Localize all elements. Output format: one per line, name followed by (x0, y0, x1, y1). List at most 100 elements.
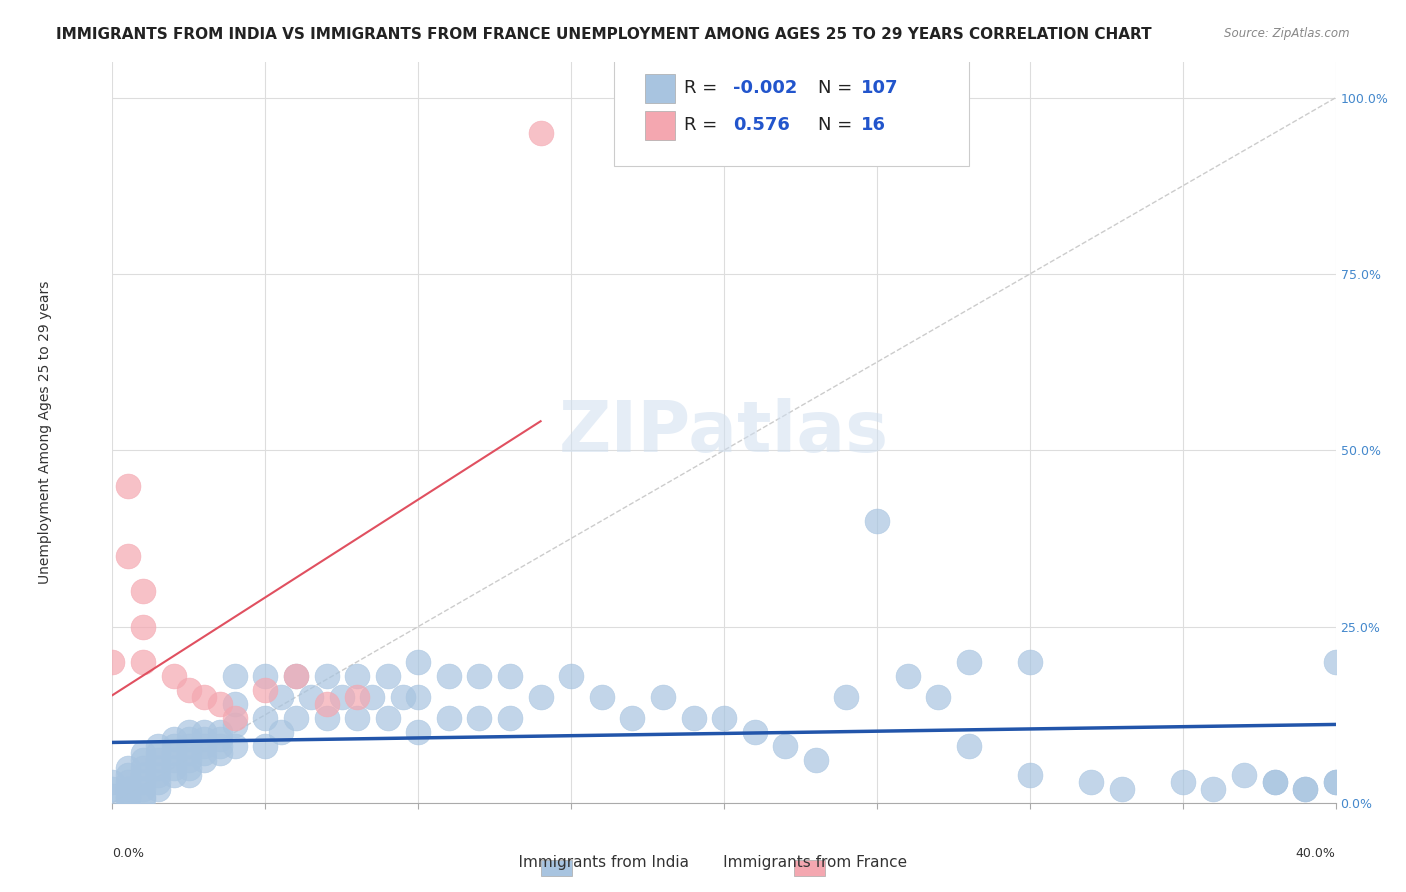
Point (254, 683, 277, 698)
Point (1233, 767, 1256, 781)
Point (193, 725, 215, 739)
Point (1111, 781, 1133, 796)
Point (270, 690, 292, 704)
Text: R =: R = (683, 116, 728, 135)
Point (284, 669, 308, 683)
Point (1018, 655, 1040, 669)
Point (132, 619, 155, 633)
Point (132, 584, 155, 599)
Point (957, 655, 980, 669)
Point (224, 669, 246, 683)
Point (208, 739, 231, 754)
FancyBboxPatch shape (614, 55, 969, 166)
Point (591, 690, 613, 704)
Text: IMMIGRANTS FROM INDIA VS IMMIGRANTS FROM FRANCE UNEMPLOYMENT AMONG AGES 25 TO 29: IMMIGRANTS FROM INDIA VS IMMIGRANTS FROM… (56, 27, 1152, 42)
Point (254, 669, 277, 683)
Point (835, 690, 858, 704)
Point (1294, 781, 1316, 796)
Point (437, 669, 460, 683)
Point (193, 739, 215, 754)
Point (117, 774, 139, 789)
Point (437, 711, 460, 725)
Point (117, 785, 139, 799)
Point (148, 739, 170, 754)
Point (530, 690, 553, 704)
Point (315, 697, 337, 711)
Point (193, 732, 215, 747)
Point (682, 711, 704, 725)
Text: -0.002: -0.002 (733, 79, 797, 97)
Point (1324, 655, 1347, 669)
Point (163, 754, 186, 768)
Point (148, 754, 170, 768)
Point (101, 655, 124, 669)
Point (132, 781, 155, 796)
Point (163, 767, 186, 781)
Point (148, 767, 170, 781)
Point (315, 669, 337, 683)
Point (377, 711, 399, 725)
Point (208, 732, 231, 747)
Point (1294, 781, 1316, 796)
Point (377, 669, 399, 683)
Point (208, 747, 231, 761)
Point (299, 690, 322, 704)
Text: Unemployment Among Ages 25 to 29 years: Unemployment Among Ages 25 to 29 years (38, 281, 52, 584)
Point (117, 781, 139, 796)
Point (927, 690, 949, 704)
Point (132, 767, 155, 781)
FancyBboxPatch shape (644, 111, 675, 140)
Point (193, 690, 215, 704)
Point (193, 754, 215, 768)
Point (652, 690, 675, 704)
Point (1324, 774, 1347, 789)
Point (132, 655, 155, 669)
Point (148, 760, 170, 774)
Point (408, 655, 430, 669)
Point (346, 711, 368, 725)
Point (499, 711, 522, 725)
Point (163, 760, 186, 774)
Text: 107: 107 (860, 79, 898, 97)
Point (132, 792, 155, 806)
Point (163, 669, 186, 683)
Point (163, 747, 186, 761)
Point (177, 747, 200, 761)
Point (361, 690, 384, 704)
Point (866, 514, 889, 528)
Point (132, 760, 155, 774)
Point (224, 711, 246, 725)
Point (284, 711, 308, 725)
Point (208, 725, 231, 739)
Point (132, 789, 155, 803)
Point (132, 747, 155, 761)
Point (408, 725, 430, 739)
Point (1171, 774, 1194, 789)
Point (132, 774, 155, 789)
Text: Immigrants from India       Immigrants from France: Immigrants from India Immigrants from Fr… (499, 855, 907, 870)
Point (117, 789, 139, 803)
Point (132, 754, 155, 768)
Point (270, 725, 292, 739)
Point (1264, 774, 1286, 789)
Point (1018, 767, 1040, 781)
Point (148, 781, 170, 796)
Point (560, 669, 582, 683)
Point (408, 690, 430, 704)
Point (208, 697, 231, 711)
Point (468, 669, 491, 683)
Point (224, 739, 246, 754)
Text: Source: ZipAtlas.com: Source: ZipAtlas.com (1225, 27, 1350, 40)
Text: 16: 16 (860, 116, 886, 135)
Point (148, 774, 170, 789)
Point (117, 767, 139, 781)
Point (284, 669, 308, 683)
Point (713, 711, 735, 725)
Point (1324, 774, 1347, 789)
Point (1080, 774, 1102, 789)
Point (177, 725, 200, 739)
Point (1202, 781, 1225, 796)
Point (101, 781, 124, 796)
Point (804, 754, 827, 768)
Text: R =: R = (683, 79, 723, 97)
